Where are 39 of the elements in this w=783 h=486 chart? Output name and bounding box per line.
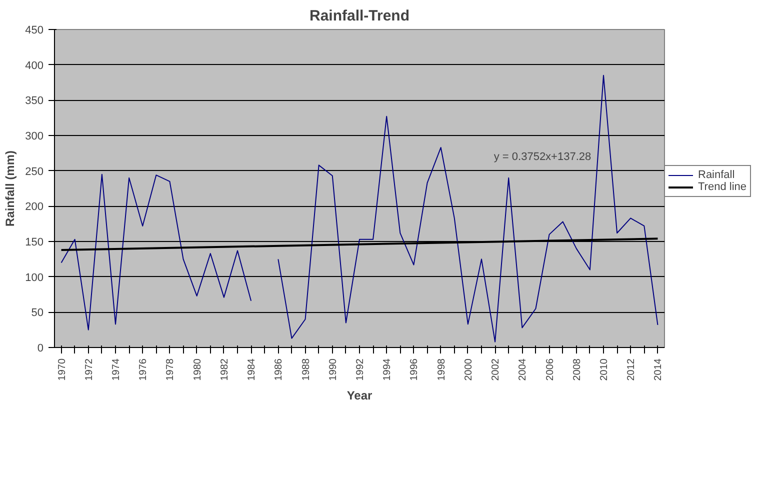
legend-label: Trend line xyxy=(698,181,747,193)
x-tick-label: 2012 xyxy=(626,358,638,381)
x-tick-label: 1992 xyxy=(355,358,366,381)
x-tick-label: 2004 xyxy=(518,358,529,381)
x-tick-label: 2014 xyxy=(653,358,664,381)
x-tick-label: 1996 xyxy=(409,358,420,381)
x-axis-title: Year xyxy=(346,388,373,403)
y-tick-label: 150 xyxy=(25,236,44,248)
y-tick-label: 400 xyxy=(25,60,44,72)
x-tick-label: 1984 xyxy=(246,358,258,381)
x-tick-label: 2006 xyxy=(544,358,556,381)
y-tick-label: 50 xyxy=(31,307,44,320)
x-tick-label: 1978 xyxy=(165,358,176,381)
x-tick-label: 1976 xyxy=(138,358,150,381)
y-tick-label: 300 xyxy=(25,130,44,142)
x-tick-label: 1988 xyxy=(300,358,312,381)
y-tick-label: 350 xyxy=(25,95,44,108)
x-tick-label: 1998 xyxy=(436,358,448,381)
y-tick-label: 250 xyxy=(25,166,44,178)
x-tick-label: 1986 xyxy=(274,358,285,381)
y-tick-label: 100 xyxy=(25,272,44,284)
x-tick-label: 1980 xyxy=(192,358,204,381)
x-tick-label: 1990 xyxy=(328,358,339,381)
annotation: y = 0.3752x+137.28 xyxy=(494,151,592,164)
y-tick-label: 0 xyxy=(37,342,44,354)
y-tick-label: 200 xyxy=(25,201,44,214)
legend-label: Rainfall xyxy=(698,169,735,181)
x-tick-label: 1970 xyxy=(56,358,68,381)
x-tick-label: 1974 xyxy=(111,358,122,381)
x-tick-label: 2002 xyxy=(490,358,502,381)
x-tick-label: 2000 xyxy=(463,358,474,381)
x-tick-label: 2008 xyxy=(572,358,583,381)
x-tick-label: 1982 xyxy=(219,358,230,381)
chart-title: Rainfall-Trend xyxy=(309,8,410,24)
x-tick-label: 1994 xyxy=(382,358,394,381)
y-axis-title: Rainfall (mm) xyxy=(3,150,18,227)
y-tick-label: 450 xyxy=(25,24,44,36)
x-tick-label: 2010 xyxy=(599,358,610,381)
x-tick-label: 1972 xyxy=(84,358,95,381)
